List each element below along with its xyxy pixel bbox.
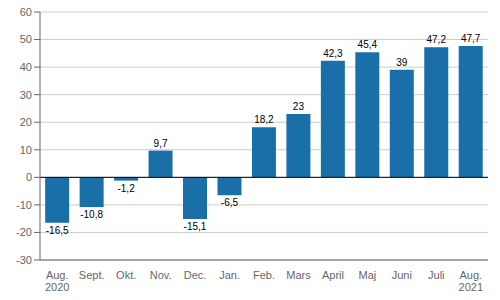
svg-text:Juni: Juni <box>392 269 412 281</box>
svg-text:10: 10 <box>20 144 32 156</box>
svg-text:Maj: Maj <box>359 269 377 281</box>
svg-text:-15,1: -15,1 <box>184 221 207 232</box>
svg-text:60: 60 <box>20 6 32 18</box>
svg-text:-10: -10 <box>16 199 32 211</box>
svg-text:0: 0 <box>26 171 32 183</box>
svg-text:-1,2: -1,2 <box>117 183 135 194</box>
svg-text:Feb.: Feb. <box>253 269 275 281</box>
svg-text:Okt.: Okt. <box>116 269 136 281</box>
svg-text:-10,8: -10,8 <box>80 209 103 220</box>
svg-text:-6,5: -6,5 <box>221 197 239 208</box>
svg-text:Jan.: Jan. <box>219 269 240 281</box>
svg-text:42,3: 42,3 <box>323 48 343 59</box>
svg-text:Juli: Juli <box>428 269 445 281</box>
svg-text:30: 30 <box>20 89 32 101</box>
svg-text:Dec.: Dec. <box>184 269 207 281</box>
svg-text:Sept.: Sept. <box>79 269 105 281</box>
svg-text:-20: -20 <box>16 226 32 238</box>
svg-text:18,2: 18,2 <box>254 114 274 125</box>
svg-text:47,2: 47,2 <box>427 34 447 45</box>
svg-text:50: 50 <box>20 33 32 45</box>
svg-text:40: 40 <box>20 61 32 73</box>
svg-text:Aug.2021: Aug.2021 <box>459 269 483 293</box>
svg-text:Aug.2020: Aug.2020 <box>45 269 69 293</box>
svg-text:47,7: 47,7 <box>461 33 481 44</box>
svg-text:-30: -30 <box>16 254 32 266</box>
svg-text:20: 20 <box>20 116 32 128</box>
svg-text:9,7: 9,7 <box>154 138 168 149</box>
svg-text:23: 23 <box>293 101 305 112</box>
svg-text:39: 39 <box>396 57 408 68</box>
svg-text:April: April <box>322 269 344 281</box>
svg-text:-16,5: -16,5 <box>46 225 69 236</box>
svg-text:Mars: Mars <box>286 269 311 281</box>
svg-text:45,4: 45,4 <box>358 39 378 50</box>
svg-text:Nov.: Nov. <box>150 269 172 281</box>
